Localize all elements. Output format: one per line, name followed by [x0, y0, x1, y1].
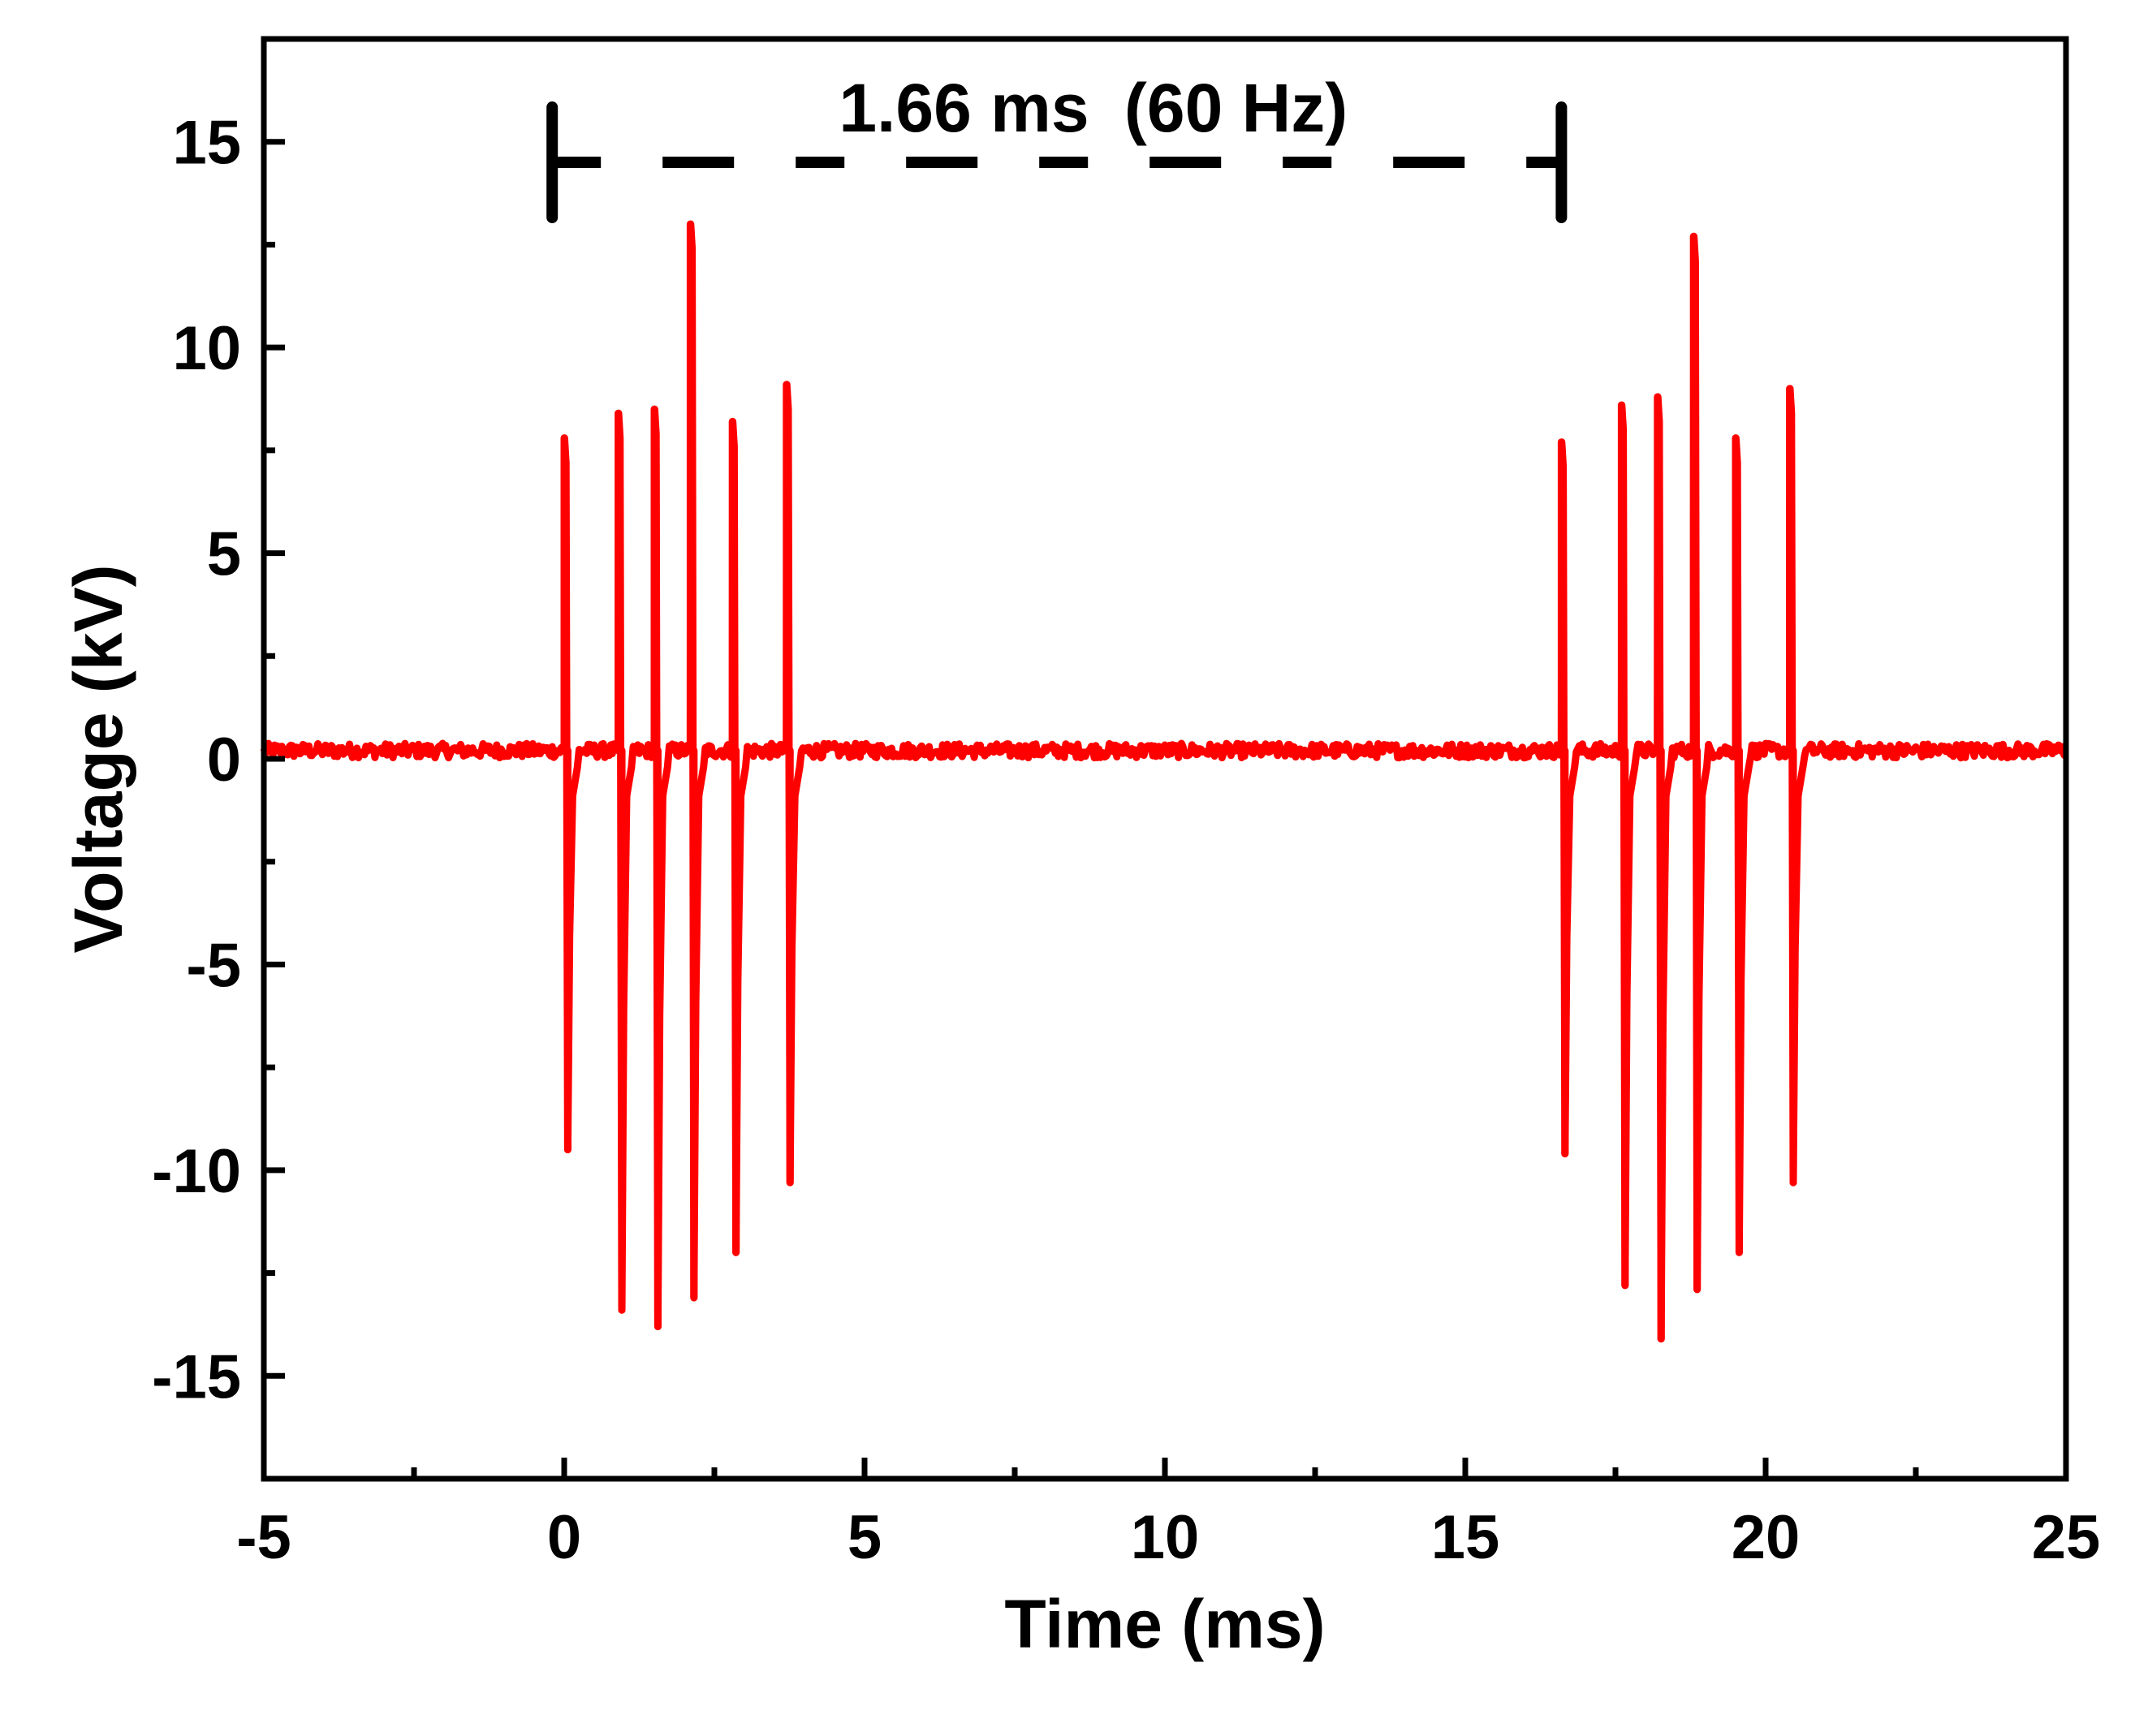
y-tick-label: 10	[172, 314, 241, 383]
y-axis-label: Voltage (kV)	[60, 564, 136, 953]
annotation-frequency-value: (60 Hz)	[1124, 70, 1348, 146]
x-tick-label: 20	[1732, 1503, 1801, 1572]
annotation-layer: 1.66 ms (60 Hz)	[546, 70, 1568, 224]
y-tick-label: 5	[207, 520, 241, 589]
x-tick-label: 25	[2032, 1503, 2101, 1572]
voltage-series-line	[260, 220, 2068, 1343]
y-tick-label: 0	[207, 726, 241, 795]
x-ticks: -5 0 5 10 15 20 25	[236, 1458, 2100, 1572]
x-tick-label: -5	[236, 1503, 291, 1572]
y-tick-label: -5	[186, 931, 241, 1000]
y-tick-label: -10	[152, 1137, 241, 1206]
x-tick-label: 5	[848, 1503, 882, 1572]
x-tick-label: 15	[1431, 1503, 1500, 1572]
y-ticks: -15 -10 -5 0 5 10 15	[152, 109, 285, 1411]
y-tick-label: -15	[152, 1342, 241, 1411]
x-tick-label: 0	[547, 1503, 581, 1572]
annotation-period-label: 1.66 ms (60 Hz)	[839, 70, 1348, 146]
annotation-period-value: 1.66 ms	[839, 70, 1089, 146]
axes-layer: -5 0 5 10 15 20 25 -15 -10 -5 0 5 10 15	[152, 36, 2100, 1572]
x-axis-label: Time (ms)	[1004, 1586, 1325, 1662]
series-layer	[260, 220, 2068, 1343]
y-tick-label: 15	[172, 109, 241, 178]
x-tick-label: 10	[1131, 1503, 1200, 1572]
